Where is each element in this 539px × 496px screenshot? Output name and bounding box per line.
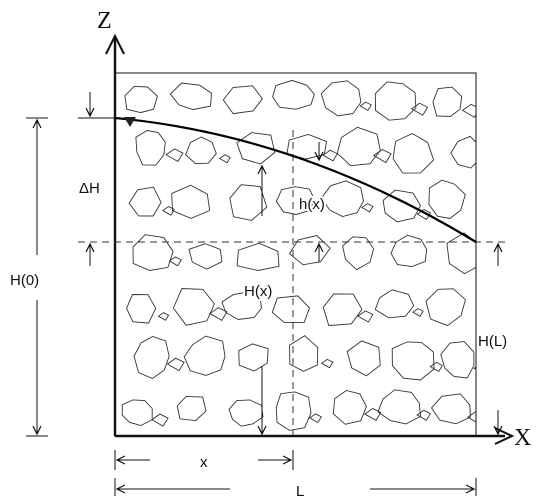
gravel-stone bbox=[173, 289, 214, 326]
gravel-stone bbox=[375, 82, 416, 120]
gravel-pebble bbox=[360, 102, 371, 110]
gravel-pebble bbox=[323, 150, 337, 161]
gravel-stone bbox=[223, 86, 262, 114]
gravel-stone bbox=[393, 134, 434, 174]
delta-h-label: ΔH bbox=[79, 180, 100, 197]
gravel-stone bbox=[186, 137, 217, 164]
gravel-stone bbox=[441, 342, 474, 378]
gravel-stone bbox=[239, 344, 268, 371]
gravel-stone bbox=[392, 342, 434, 380]
gravel-stone bbox=[272, 296, 309, 323]
gravel-pebble bbox=[220, 155, 231, 163]
gravel-stone bbox=[337, 127, 380, 165]
gravel-pebble bbox=[158, 313, 168, 321]
gravel-stone bbox=[426, 289, 466, 326]
gravel-stone bbox=[122, 400, 152, 426]
gravel-stone bbox=[323, 294, 362, 326]
l-dimension-label: L bbox=[296, 483, 304, 496]
gravel-stone bbox=[189, 244, 222, 269]
water-table-marker-icon bbox=[124, 117, 136, 127]
gravel-pebble bbox=[322, 359, 333, 367]
gravel-stone bbox=[127, 295, 156, 324]
gravel-pebble bbox=[413, 309, 423, 317]
gravel-stone bbox=[378, 390, 421, 424]
h-of-l-label: H(L) bbox=[478, 333, 507, 350]
gravel-pebble bbox=[463, 104, 480, 117]
gravel-pebble bbox=[362, 204, 373, 212]
h-of-x-label: H(x) bbox=[244, 283, 272, 300]
gravel-stone bbox=[321, 81, 361, 116]
gravel-stone bbox=[391, 235, 427, 266]
x-dimension-label: x bbox=[200, 454, 208, 471]
gravel-stone bbox=[133, 235, 173, 271]
water-table-curve bbox=[115, 118, 476, 242]
gravel-stone bbox=[290, 236, 331, 265]
gravel-stone bbox=[333, 391, 366, 425]
gravel-stone bbox=[172, 185, 210, 218]
gravel-stone bbox=[129, 187, 161, 216]
z-axis-label: Z bbox=[97, 8, 112, 34]
gravel-stone bbox=[429, 180, 465, 218]
x-axis-label: X bbox=[514, 425, 531, 451]
gravel-stone bbox=[433, 87, 462, 116]
gravel-stone bbox=[375, 290, 413, 318]
gravel-stone bbox=[125, 86, 157, 112]
gravel-stone bbox=[347, 341, 380, 376]
gravel-stone bbox=[290, 336, 318, 372]
gravel-stone bbox=[184, 336, 225, 375]
gravel-stone bbox=[273, 80, 315, 109]
gravel-stone bbox=[237, 243, 279, 270]
gravel-stone bbox=[170, 83, 211, 110]
gravel-stone bbox=[177, 396, 206, 420]
gravel-stone bbox=[322, 181, 364, 217]
gravel-pebble bbox=[310, 414, 321, 423]
gravel-pebble bbox=[417, 410, 430, 420]
aquifer-box bbox=[115, 73, 476, 436]
h-of-0-label: H(0) bbox=[10, 272, 39, 289]
gravel-stone bbox=[432, 394, 471, 424]
gravel-stone bbox=[276, 392, 311, 431]
gravel-stone bbox=[230, 185, 267, 221]
h-of-x-small-label: h(x) bbox=[299, 196, 325, 213]
gravel-pebble bbox=[152, 414, 168, 426]
gravel-pebble bbox=[168, 358, 185, 370]
gravel-texture bbox=[122, 80, 489, 430]
gravel-pebble bbox=[166, 149, 183, 162]
gravel-stone bbox=[136, 131, 165, 166]
gravel-stone bbox=[229, 400, 263, 426]
gravel-pebble bbox=[358, 311, 373, 322]
gravel-stone bbox=[134, 337, 169, 379]
